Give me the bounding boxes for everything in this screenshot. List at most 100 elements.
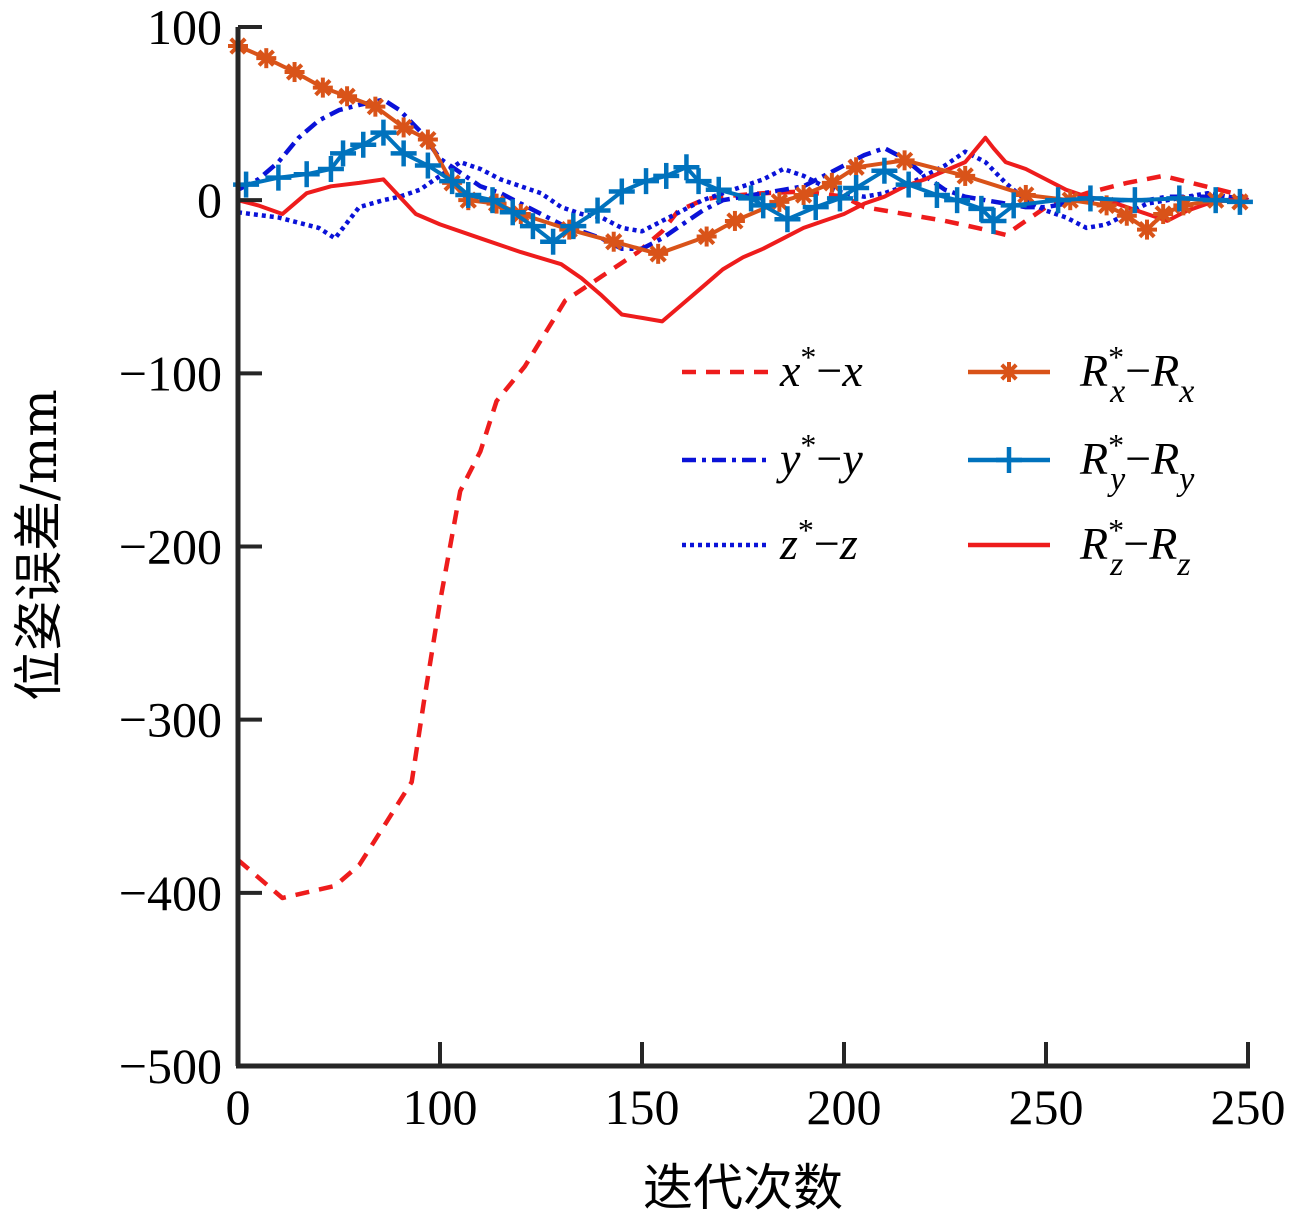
plus-marker [1045,187,1072,214]
legend-label: z*−z [779,512,858,569]
series-line [236,173,1250,901]
series-3 [228,36,1250,264]
series-layer [228,36,1253,901]
asterisk-marker [365,96,386,117]
plus-marker [265,164,292,191]
x-tick-label: 250 [1211,1079,1286,1135]
plus-marker [390,140,417,167]
plus-marker [705,176,732,203]
plus-marker [802,194,829,221]
plus-marker [980,207,1007,234]
x-tick-label: 150 [605,1079,680,1135]
plus-marker [499,199,526,226]
asterisk-marker [603,231,624,252]
plus-marker [439,168,466,195]
plus-marker [996,447,1022,473]
asterisk-marker [769,191,790,212]
asterisk-marker [1015,184,1036,205]
asterisk-marker [1116,205,1137,226]
legend-label: R* x−Rx [1079,339,1194,410]
y-tick-label: −200 [119,519,222,575]
plus-marker [1166,185,1193,212]
plus-marker [653,162,680,189]
legend-item: x*−x [682,339,863,396]
series-line [245,130,1241,244]
plus-marker [540,228,567,255]
plus-marker [685,168,712,195]
legend-label: x*−x [779,339,863,396]
x-axis-title: 迭代次数 [643,1159,843,1217]
plus-marker [750,192,777,219]
y-tick-label: 0 [197,172,222,228]
x-tick-label: 250 [1009,1079,1084,1135]
plus-marker [1077,185,1104,212]
asterisk-marker [894,150,915,171]
asterisk-marker [648,243,669,264]
legend-item: R* z−Rz [968,512,1191,583]
plus-marker [968,195,995,222]
asterisk-marker [724,210,745,231]
plus-marker [1000,192,1027,219]
x-tick-label: 200 [807,1079,882,1135]
asterisk-marker [1137,219,1157,240]
plus-marker [350,131,377,158]
x-ticks: 0 100 150 200 250 250 [226,1042,1286,1135]
legend-item: R* y−Ry [968,427,1195,498]
y-tick-label: −300 [119,692,222,748]
y-tick-label: −400 [119,865,222,921]
legend: x*−x y*−y z*−z R* x−Rx R* y−Ry R* z−Rz [682,339,1195,583]
x-tick-label: 100 [403,1079,478,1135]
series-2 [237,149,1249,241]
plus-marker [774,206,801,233]
series-4 [233,119,1253,255]
plus-marker [414,152,441,179]
plus-marker [871,157,898,184]
asterisk-marker [256,48,277,69]
plus-marker [895,171,922,198]
plus-marker [1226,188,1253,215]
plus-marker [923,181,950,208]
plus-marker [633,168,660,195]
asterisk-marker [417,129,438,150]
legend-item: R* x−Rx [968,339,1194,410]
legend-item: z*−z [682,512,858,569]
plus-marker [293,161,320,188]
y-tick-label: −100 [119,345,222,401]
asterisk-marker [846,157,867,178]
asterisk-marker [337,86,358,107]
plus-marker [673,154,700,181]
plus-marker [330,140,357,167]
plus-marker [584,197,611,224]
y-tick-label: 100 [147,0,222,55]
plus-marker [560,213,587,240]
legend-label: R* z−Rz [1079,512,1191,583]
plus-marker [1121,187,1148,214]
y-tick-label: −500 [119,1038,222,1094]
series-line [237,135,1248,324]
series-0 [236,173,1250,901]
asterisk-marker [793,184,814,205]
x-tick-label: 0 [226,1079,251,1135]
legend-item: y*−y [682,427,863,484]
plus-marker [608,178,635,205]
series-line [237,149,1249,241]
asterisk-marker [696,226,717,247]
plus-marker [1202,187,1229,214]
y-ticks: 100 0 −100 −200 −300 −400 −500 [119,0,262,1094]
legend-label: y*−y [776,427,863,484]
asterisk-marker [284,62,305,83]
plus-marker [317,155,344,182]
series-5 [237,135,1248,324]
asterisk-marker [312,77,333,98]
plus-marker [843,175,870,202]
asterisk-marker [1153,204,1174,225]
legend-label: R* y−Ry [1079,427,1195,498]
plus-marker [944,187,971,214]
plus-marker [519,213,546,240]
asterisk-marker [393,117,414,138]
asterisk-marker [999,362,1019,382]
asterisk-marker [955,165,976,186]
asterisk-marker [821,172,842,193]
plus-marker [826,185,853,212]
